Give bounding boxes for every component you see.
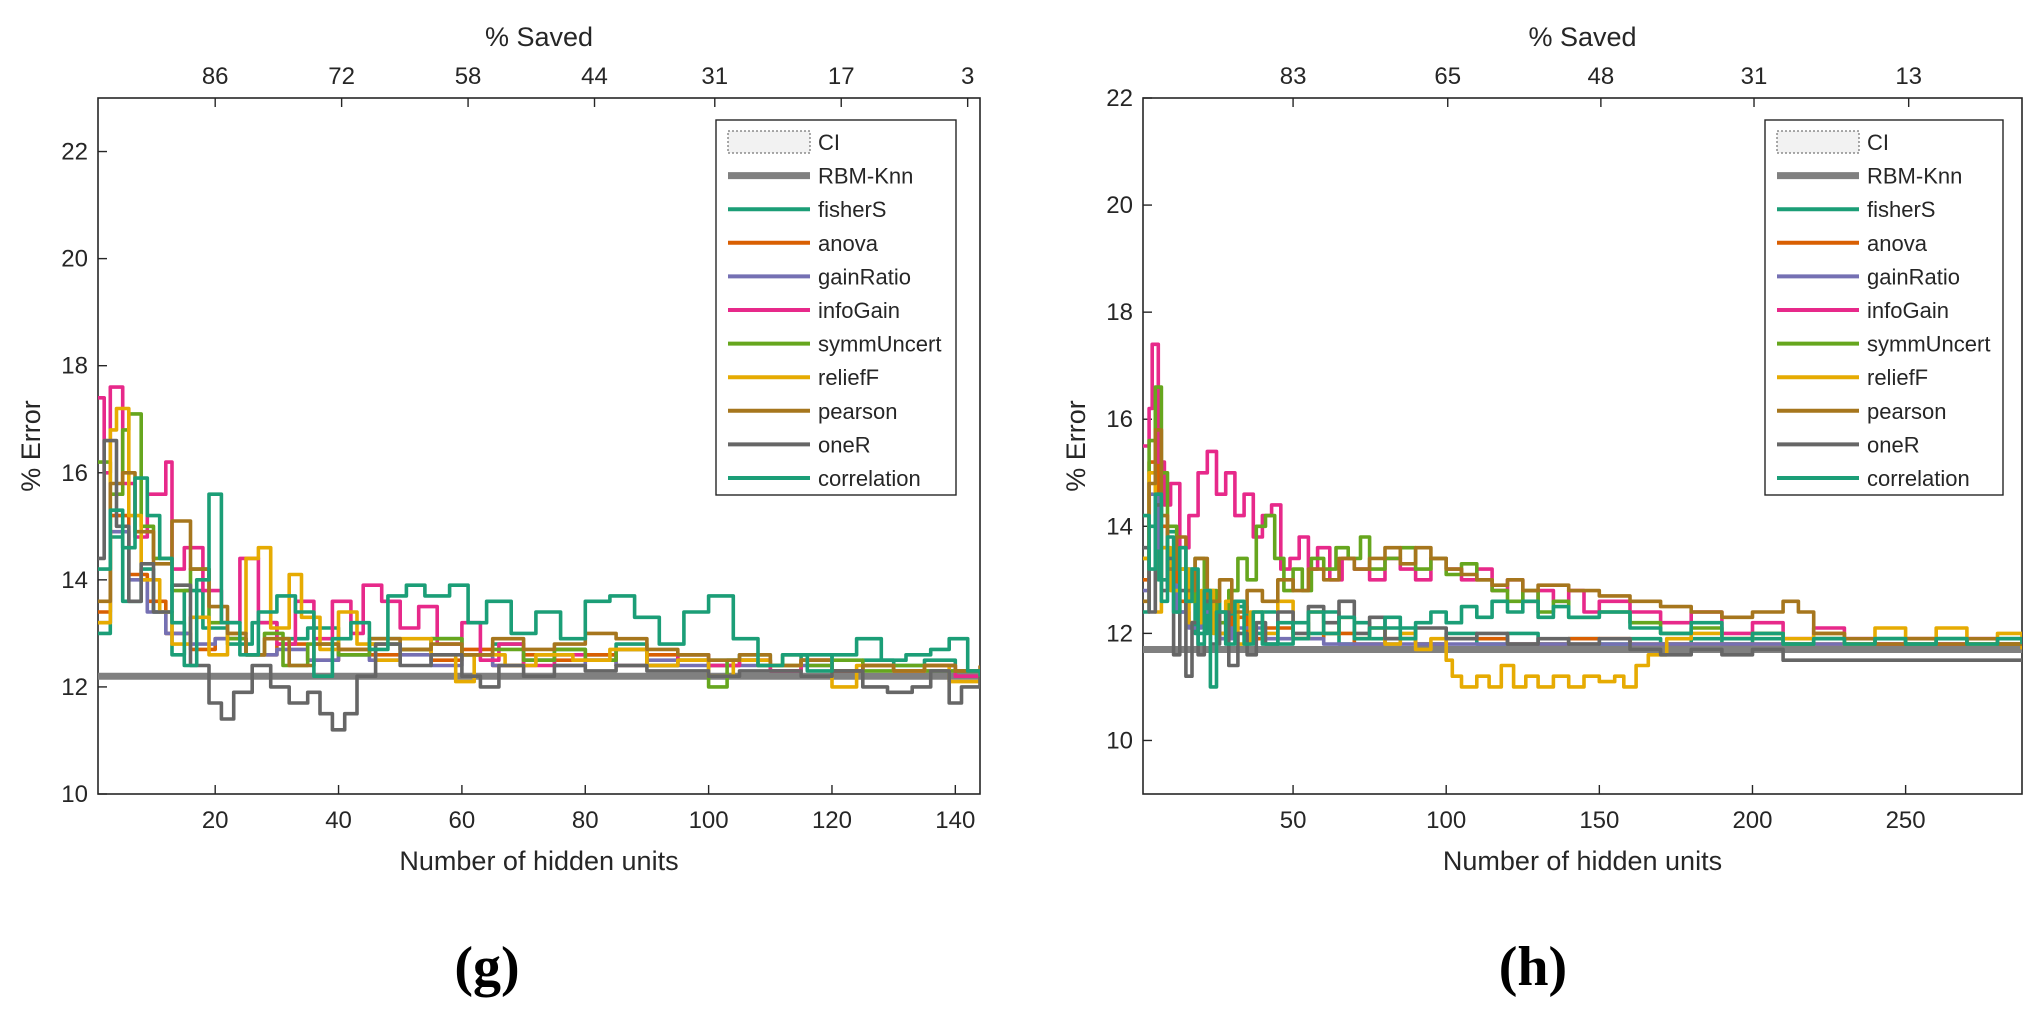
x-tick-label: 20 [202,807,229,834]
y-tick-label: 12 [61,674,88,701]
series-line-correlation [98,476,980,678]
legend-label: fisherS [818,197,886,222]
top-axis-label: % Saved [485,22,593,52]
legend-swatch-ci [727,130,811,154]
legend-label: gainRatio [1867,264,1960,289]
y-tick-label: 10 [1106,727,1133,754]
top-tick-label: 58 [455,63,482,90]
series-line-oner [98,438,980,732]
chart-panel-g: 20 40 60 80 100 120 140 86 72 58 44 31 17 3 10 12 14 16 18… [16,22,981,998]
legend-label: anova [1867,231,1928,256]
top-tick-label: 83 [1280,63,1307,90]
legend-label: oneR [1867,432,1920,457]
top-tick-label: 13 [1895,63,1922,90]
chart-panel-h: 50 100 150 200 250 83 65 48 31 13 10 12 14 16 18 20 22 Nu… [1061,22,2023,998]
x-tick-label: 40 [325,807,352,834]
top-tick-label: 31 [701,63,728,90]
legend-label: infoGain [818,298,900,323]
y-tick-label: 20 [61,246,88,273]
legend-box [715,119,957,496]
legend-label: correlation [818,466,921,491]
legend-label: CI [818,130,840,155]
x-axis-label: Number of hidden units [1443,846,1722,876]
legend-label: RBM-Knn [818,164,913,189]
legend-label: reliefF [1867,365,1928,390]
top-tick-label: 17 [828,63,855,90]
y-tick-label: 12 [1106,620,1133,647]
top-tick-label: 48 [1588,63,1615,90]
top-tick-label: 31 [1741,63,1768,90]
top-tick-label: 3 [961,63,974,90]
legend-label: symmUncert [1867,332,1990,357]
y-tick-label: 16 [1106,406,1133,433]
top-tick-label: 72 [328,63,355,90]
y-tick-label: 10 [61,781,88,808]
plot-area [1143,342,2022,689]
plot-area [98,385,980,732]
x-tick-label: 250 [1886,807,1926,834]
y-tick-label: 16 [61,460,88,487]
legend-box [1764,119,2004,496]
top-tick-label: 44 [581,63,608,90]
legend-label: CI [1867,130,1889,155]
x-tick-label: 80 [572,807,599,834]
y-axis-label: % Error [16,400,46,492]
x-tick-label: 200 [1732,807,1772,834]
y-tick-label: 22 [1106,85,1133,112]
y-tick-label: 18 [1106,299,1133,326]
legend-label: reliefF [818,365,879,390]
legend-label: gainRatio [818,264,911,289]
legend-label: correlation [1867,466,1970,491]
legend-label: pearson [818,399,898,424]
legend-label: infoGain [1867,298,1949,323]
legend-swatch-ci [1776,130,1860,154]
x-tick-label: 100 [1426,807,1466,834]
series-line-correlation [1143,492,2022,689]
y-tick-label: 14 [61,567,88,594]
legend-label: oneR [818,432,871,457]
top-tick-label: 86 [202,63,229,90]
y-tick-label: 20 [1106,192,1133,219]
y-tick-label: 22 [61,139,88,166]
x-tick-label: 150 [1579,807,1619,834]
axes-box [97,97,981,795]
legend-label: RBM-Knn [1867,164,1962,189]
series-line-pearson [98,471,980,673]
x-tick-label: 140 [935,807,975,834]
y-tick-label: 18 [61,353,88,380]
x-tick-label: 120 [812,807,852,834]
panel-label: (h) [1499,936,1567,998]
x-tick-label: 60 [449,807,476,834]
legend-label: symmUncert [818,332,941,357]
legend: CI RBM-Knn fisherS anova gainRatio infoGain sy… [715,119,957,496]
legend: CI RBM-Knn fisherS anova gainRatio infoGain sy… [1764,119,2004,496]
legend-label: pearson [1867,399,1947,424]
legend-label: anova [818,231,879,256]
x-axis-label: Number of hidden units [399,846,678,876]
y-tick-label: 14 [1106,513,1133,540]
series-line-pearson [1143,428,2022,646]
top-tick-label: 65 [1434,63,1461,90]
top-axis-label: % Saved [1528,22,1636,52]
x-tick-label: 50 [1280,807,1307,834]
y-axis-label: % Error [1061,400,1091,492]
panel-label: (g) [454,936,519,998]
legend-label: fisherS [1867,197,1935,222]
x-tick-label: 100 [689,807,729,834]
